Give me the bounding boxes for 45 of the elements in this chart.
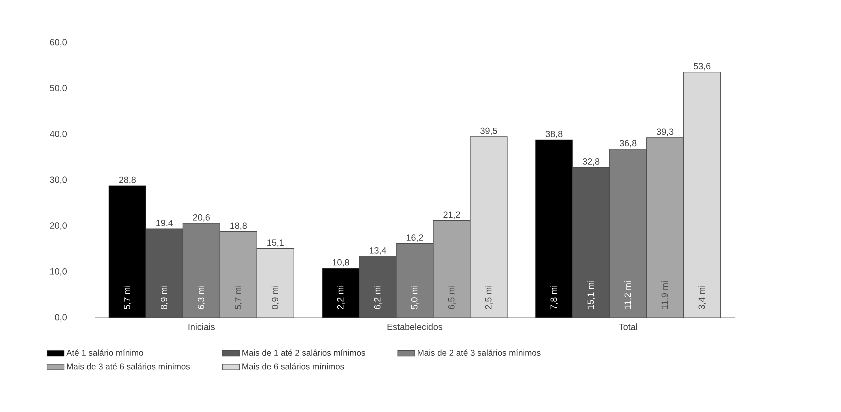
data-label: 10,8 — [332, 259, 350, 267]
y-tick-label: 50,0 — [50, 85, 68, 93]
legend-label: Mais de 1 até 2 salários mínimos — [242, 350, 366, 356]
annotation: 0,9 mi — [272, 286, 280, 310]
annotation: 6,3 mi — [198, 286, 206, 310]
y-tick-label: 30,0 — [50, 176, 68, 184]
annotation: 2,2 mi — [337, 286, 345, 310]
annotation: 5,7 mi — [124, 286, 132, 310]
annotation: 5,7 mi — [234, 286, 242, 310]
annotation: 15,1 mi — [588, 281, 596, 310]
data-label: 13,4 — [370, 247, 386, 255]
data-label: 36,8 — [620, 140, 637, 148]
annotation: 2,5 mi — [485, 286, 493, 310]
data-label: 38,8 — [546, 131, 563, 138]
data-label: 18,8 — [230, 222, 247, 230]
y-tick-label: 20,0 — [50, 222, 68, 230]
annotation: 6,5 mi — [448, 286, 456, 310]
legend-label: Mais de 3 até 6 salários mínimos — [67, 363, 190, 370]
data-label: 20,6 — [193, 214, 210, 222]
data-label: 19,4 — [156, 220, 174, 228]
annotation: 3,4 mi — [698, 286, 706, 310]
annotation: 5,0 mi — [411, 286, 419, 310]
legend-label: Mais de 2 até 3 salários mínimos — [418, 350, 541, 356]
legend-label: Mais de 6 salários mínimos — [242, 363, 344, 370]
data-label: 15,1 — [268, 240, 284, 248]
annotation: 7,8 mi — [550, 286, 558, 310]
annotation: 11,2 mi — [624, 282, 632, 310]
y-tick-label: 40,0 — [50, 130, 68, 138]
data-label: 39,5 — [480, 128, 498, 136]
x-tick-label: Total — [619, 324, 638, 330]
data-label: 53,6 — [694, 63, 711, 71]
annotation: 6,2 mi — [374, 286, 382, 310]
x-tick-label: Iniciais — [188, 324, 216, 330]
annotation: 11,9 mi — [662, 282, 670, 310]
y-tick-label: 0,0 — [55, 314, 68, 322]
annotation: 8,9 mi — [160, 286, 168, 310]
y-tick-label: 60,0 — [50, 39, 68, 47]
x-tick-label: Estabelecidos — [388, 324, 443, 330]
data-label: 39,3 — [656, 128, 674, 136]
data-label: 21,2 — [444, 212, 460, 220]
y-tick-label: 10,0 — [50, 268, 68, 276]
data-label: 28,8 — [119, 176, 136, 184]
data-label: 32,8 — [582, 158, 600, 166]
legend-label: Até 1 salário mínimo — [66, 350, 144, 356]
data-label: 16,2 — [406, 234, 424, 242]
